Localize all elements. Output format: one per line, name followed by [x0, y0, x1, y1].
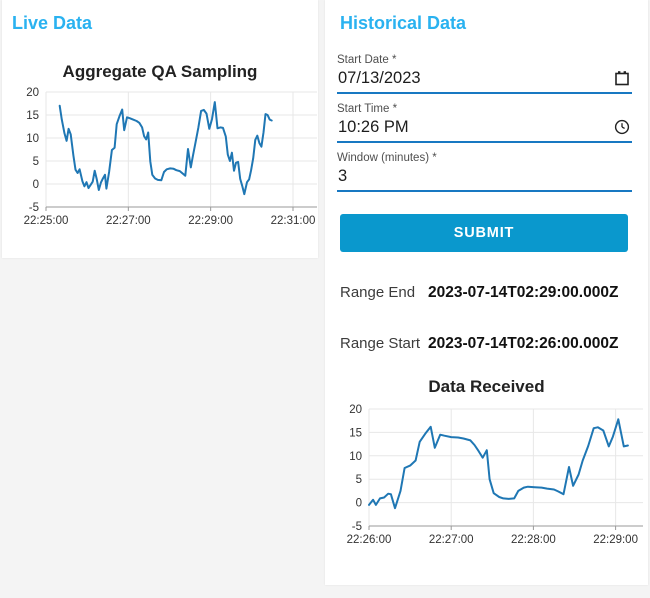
historical-form: Start Date * Start Time * Window (minute… — [325, 34, 648, 252]
svg-text:15: 15 — [349, 427, 362, 439]
svg-text:10: 10 — [26, 133, 39, 145]
hist-chart-title: Data Received — [428, 377, 545, 396]
svg-text:0: 0 — [356, 498, 362, 510]
window-minutes-field: Window (minutes) * — [337, 152, 632, 192]
historical-data-heading: Historical Data — [340, 13, 467, 33]
svg-text:5: 5 — [356, 474, 362, 486]
range-end-label: Range End — [340, 284, 416, 301]
start-time-field: Start Time * — [337, 103, 632, 143]
range-start-row: Range Start 2023-07-14T02:26:00.000Z — [325, 335, 648, 353]
svg-text:20: 20 — [349, 404, 362, 416]
svg-text:22:28:00: 22:28:00 — [511, 534, 556, 546]
svg-text:22:29:00: 22:29:00 — [188, 215, 233, 227]
svg-text:5: 5 — [33, 156, 39, 168]
start-date-field: Start Date * — [337, 54, 632, 94]
calendar-icon[interactable] — [614, 70, 630, 86]
svg-text:22:27:00: 22:27:00 — [106, 215, 151, 227]
range-start-label: Range Start — [340, 335, 421, 352]
start-time-label: Start Time * — [337, 103, 398, 115]
range-end-value: 2023-07-14T02:29:00.000Z — [428, 284, 619, 301]
submit-button[interactable]: SUBMIT — [340, 214, 628, 252]
range-end-row: Range End 2023-07-14T02:29:00.000Z — [325, 284, 648, 302]
svg-text:22:29:00: 22:29:00 — [593, 534, 638, 546]
svg-text:22:25:00: 22:25:00 — [24, 215, 69, 227]
range-start-value: 2023-07-14T02:26:00.000Z — [428, 335, 619, 352]
start-date-label: Start Date * — [337, 54, 397, 66]
live-chart: 20 15 10 5 0 -522:25:00 22:27:00 22:29:00 22:31:… — [24, 87, 317, 227]
start-date-input[interactable] — [337, 67, 632, 94]
svg-text:0: 0 — [33, 179, 39, 191]
live-data-panel: Live Data Aggregate QA Sampling 20 15 10 5 0… — [2, 0, 318, 258]
svg-text:-5: -5 — [29, 202, 39, 214]
live-chart-title: Aggregate QA Sampling — [62, 62, 258, 81]
svg-text:10: 10 — [349, 451, 362, 463]
data-received-chart: 20 15 10 5 0 -522:26:00 22:27:00 22:28:00 22:29:… — [347, 404, 643, 546]
start-time-input[interactable] — [337, 116, 632, 143]
clock-icon[interactable] — [614, 119, 630, 135]
window-minutes-label: Window (minutes) * — [337, 152, 437, 164]
historical-data-panel: Historical Data Start Date * Start Time … — [325, 0, 648, 585]
svg-text:22:26:00: 22:26:00 — [347, 534, 392, 546]
svg-text:20: 20 — [26, 87, 39, 99]
window-minutes-input[interactable] — [337, 165, 632, 192]
live-data-heading: Live Data — [12, 13, 93, 33]
svg-text:-5: -5 — [352, 521, 362, 533]
svg-text:22:31:00: 22:31:00 — [271, 215, 316, 227]
svg-text:15: 15 — [26, 110, 39, 122]
svg-text:22:27:00: 22:27:00 — [429, 534, 474, 546]
